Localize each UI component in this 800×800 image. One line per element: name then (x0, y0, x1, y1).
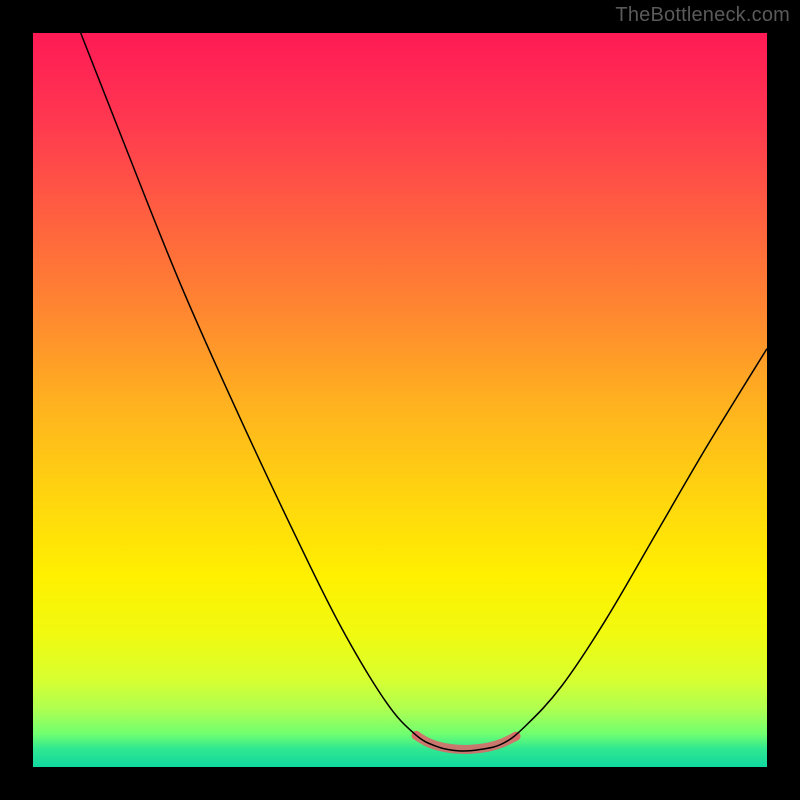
bottleneck-chart (0, 0, 800, 800)
watermark-text: TheBottleneck.com (615, 4, 790, 27)
plot-background (33, 33, 767, 767)
chart-container: TheBottleneck.com (0, 0, 800, 800)
highlight-dot-right (511, 732, 520, 741)
